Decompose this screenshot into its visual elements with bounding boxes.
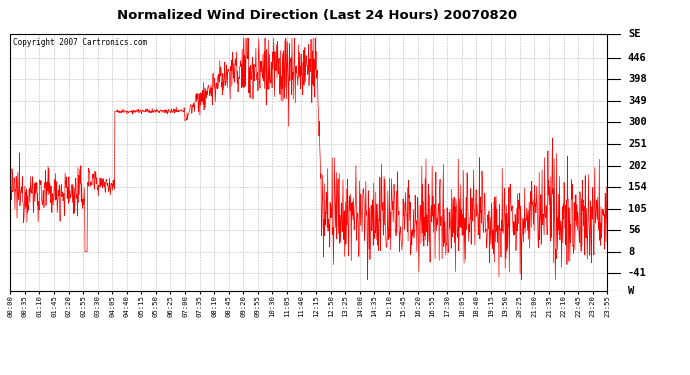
Text: 300: 300 xyxy=(628,117,647,128)
Text: Copyright 2007 Cartronics.com: Copyright 2007 Cartronics.com xyxy=(13,38,148,46)
Text: 251: 251 xyxy=(628,139,647,149)
Text: -41: -41 xyxy=(628,268,647,278)
Text: SE: SE xyxy=(628,29,640,39)
Text: 56: 56 xyxy=(628,225,640,236)
Text: 349: 349 xyxy=(628,96,647,106)
Text: 398: 398 xyxy=(628,74,647,84)
Text: 105: 105 xyxy=(628,204,647,214)
Text: W: W xyxy=(628,286,634,296)
Text: 446: 446 xyxy=(628,53,647,63)
Text: 8: 8 xyxy=(628,247,634,256)
Text: 154: 154 xyxy=(628,182,647,192)
Text: Normalized Wind Direction (Last 24 Hours) 20070820: Normalized Wind Direction (Last 24 Hours… xyxy=(117,9,518,22)
Text: 202: 202 xyxy=(628,161,647,171)
